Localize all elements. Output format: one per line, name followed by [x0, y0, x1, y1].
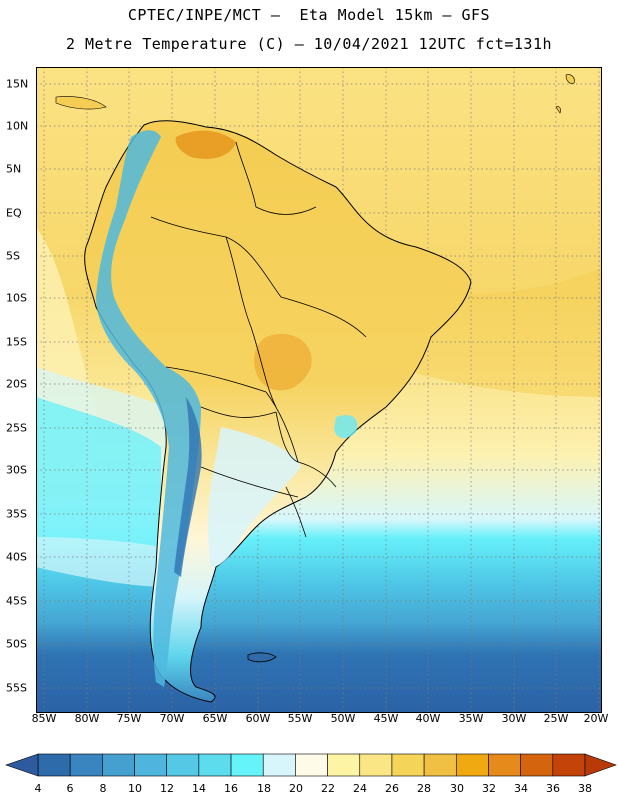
lon-label: 60W	[245, 712, 271, 725]
legend-label: 8	[99, 782, 107, 795]
lon-label: 25W	[543, 712, 569, 725]
legend-swatch	[262, 753, 296, 777]
lon-label: 80W	[74, 712, 100, 725]
lon-label: 40W	[415, 712, 441, 725]
lat-label: EQ	[6, 206, 22, 220]
legend-label: 18	[257, 782, 271, 795]
legend-label: 10	[128, 782, 142, 795]
lon-label: 45W	[373, 712, 399, 725]
ocean-field	[36, 67, 602, 713]
legend-swatch	[423, 753, 457, 777]
caribbean-islands	[55, 74, 575, 114]
legend-label: 38	[578, 782, 592, 795]
color-legend	[5, 753, 617, 777]
lat-label: 55S	[6, 681, 27, 695]
lat-label: 5S	[6, 249, 20, 263]
lon-label: 30W	[501, 712, 527, 725]
lon-label: 85W	[31, 712, 57, 725]
legend-swatch	[520, 753, 554, 777]
country-borders	[150, 141, 367, 538]
legend-swatch	[359, 753, 393, 777]
lat-label: 15S	[6, 335, 27, 349]
lat-label: 10S	[6, 291, 27, 305]
lat-label: 5N	[6, 162, 22, 176]
legend-swatch	[230, 753, 264, 777]
legend-label: 32	[482, 782, 496, 795]
legend-label: 12	[160, 782, 174, 795]
legend-swatch	[295, 753, 328, 777]
lat-label: 30S	[6, 463, 27, 477]
legend-swatch	[327, 753, 361, 777]
lat-label: 10N	[6, 119, 29, 133]
legend-label: 22	[321, 782, 335, 795]
legend-label: 20	[289, 782, 303, 795]
legend-swatch	[552, 753, 586, 777]
lat-label: 50S	[6, 637, 27, 651]
lon-label: 20W	[583, 712, 609, 725]
legend-swatch	[198, 753, 232, 777]
lat-label: 15N	[6, 77, 29, 91]
lat-label: 45S	[6, 594, 27, 608]
legend-swatch	[102, 753, 135, 777]
legend-label: 24	[353, 782, 367, 795]
legend-swatch	[69, 753, 103, 777]
legend-swatch	[455, 753, 489, 777]
legend-label: 36	[546, 782, 560, 795]
lat-label: 40S	[6, 550, 27, 564]
map-title-line2: 2 Metre Temperature (C) – 10/04/2021 12U…	[65, 35, 553, 53]
lon-label: 65W	[202, 712, 228, 725]
legend-label: 16	[224, 782, 238, 795]
falkland-islands	[247, 652, 277, 663]
longitude-labels: 85W 80W 75W 70W 65W 60W 55W 50W 45W 40W …	[0, 712, 618, 732]
lon-label: 35W	[458, 712, 484, 725]
legend-label: 14	[192, 782, 206, 795]
lon-label: 70W	[159, 712, 185, 725]
lat-label: 35S	[6, 507, 27, 521]
legend-swatch	[488, 753, 521, 777]
legend-swatch	[391, 753, 425, 777]
legend-swatch	[166, 753, 200, 777]
legend-swatch	[134, 753, 168, 777]
map-frame	[36, 67, 602, 713]
lon-label: 75W	[116, 712, 142, 725]
map-title-line1: CPTEC/INPE/MCT – Eta Model 15km – GFS	[127, 6, 491, 24]
legend-label: 28	[417, 782, 431, 795]
lon-label: 50W	[330, 712, 356, 725]
legend-label: 26	[385, 782, 399, 795]
legend-swatch	[37, 753, 71, 777]
lat-label: 25S	[6, 421, 27, 435]
lat-label: 20S	[6, 377, 27, 391]
legend-label: 34	[514, 782, 528, 795]
legend-low-arrow	[5, 753, 39, 777]
lon-label: 55W	[287, 712, 313, 725]
legend-label: 4	[34, 782, 42, 795]
temperature-map	[36, 67, 602, 713]
legend-label: 30	[450, 782, 464, 795]
legend-high-arrow	[584, 753, 617, 777]
legend-label: 6	[66, 782, 74, 795]
